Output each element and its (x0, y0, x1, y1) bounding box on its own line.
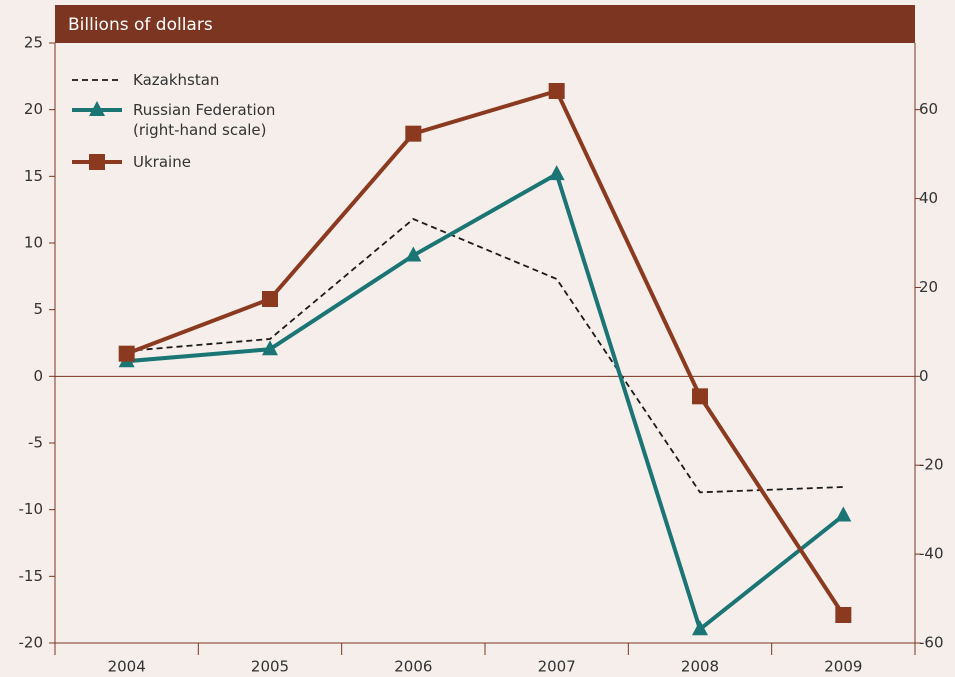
series-line (125, 89, 846, 617)
title-bar (55, 5, 915, 43)
series-marker (405, 125, 422, 142)
y2-tick-label: 0 (919, 367, 929, 385)
x-tick-label: 2009 (824, 658, 862, 676)
series-marker (835, 506, 852, 522)
legend-label: Kazakhstan (133, 71, 220, 89)
y2-tick-label: 20 (919, 278, 938, 296)
series-marker (118, 345, 135, 362)
series-marker (835, 607, 852, 623)
y-tick-label: 15 (24, 167, 43, 185)
y-tick-label: -20 (19, 634, 44, 652)
y2-tick-label: -60 (919, 634, 944, 652)
series-marker (692, 620, 708, 636)
x-tick-label: 2007 (538, 658, 576, 676)
y-tick-label: 20 (24, 100, 43, 118)
y-tick-label: -10 (19, 500, 44, 518)
chart-title: Billions of dollars (68, 15, 213, 35)
x-tick-label: 2004 (108, 658, 146, 676)
series-line (126, 172, 845, 632)
x-tick-label: 2005 (251, 658, 289, 676)
legend-label: Ukraine (133, 153, 191, 171)
y-tick-label: -15 (19, 567, 44, 585)
x-tick-label: 2006 (394, 658, 432, 676)
legend-marker (89, 101, 105, 116)
series-marker (405, 246, 422, 262)
series-marker (262, 291, 278, 307)
series-marker (548, 165, 565, 181)
y2-tick-label: -20 (919, 456, 944, 474)
y-tick-label: -5 (28, 434, 43, 452)
x-tick-label: 2008 (681, 658, 719, 676)
y-tick-label: 0 (33, 367, 43, 385)
legend-marker (89, 154, 105, 170)
y2-tick-label: -40 (919, 545, 944, 563)
y2-tick-label: 40 (919, 189, 938, 207)
y-tick-label: 10 (24, 234, 43, 252)
y-tick-label: 25 (24, 34, 43, 52)
y-tick-label: 5 (33, 300, 43, 318)
series-marker (692, 388, 708, 405)
series-marker (548, 83, 565, 99)
legend-label: Russian Federation (right-hand scale) (133, 101, 276, 139)
y2-tick-label: 60 (919, 100, 938, 118)
series-marker (262, 340, 278, 356)
